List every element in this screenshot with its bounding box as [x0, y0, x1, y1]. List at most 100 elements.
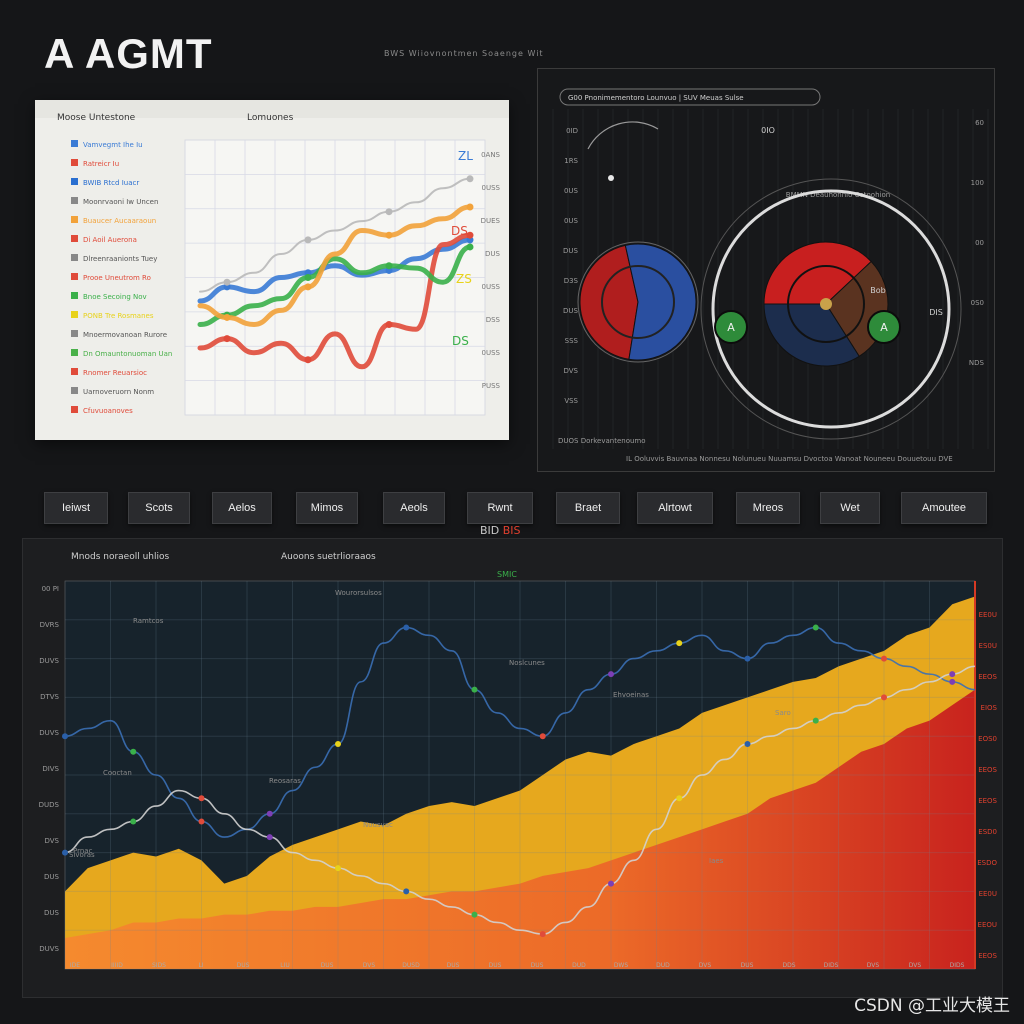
gauge-ring: [711, 189, 951, 429]
big-tick-left: DUS: [44, 909, 60, 917]
light-title-left: Moose Untestone: [57, 113, 136, 123]
big-line-point: [608, 671, 614, 678]
light-tick-right: PUSS: [482, 382, 501, 390]
big-chart: Mnods noraeoll uhlios Auoons suetrlioraao…: [39, 552, 998, 970]
light-series-point: [385, 262, 393, 270]
gauge-indicator: [867, 310, 901, 344]
tab-3[interactable]: Mimos: [296, 492, 358, 524]
light-series-line: [197, 237, 473, 304]
big-tick-x: SIDS: [152, 962, 166, 969]
gauge-tick-left: VSS: [564, 397, 578, 405]
big-line-point: [539, 733, 546, 740]
light-series-line: [197, 244, 473, 327]
big-line-point: [744, 740, 751, 747]
tab-4[interactable]: Aeols: [383, 492, 445, 524]
big-tick-x: IDE: [70, 962, 80, 969]
light-series-line: [199, 177, 471, 293]
legend-item: Mnoermovanoan Rurore: [83, 331, 167, 339]
big-top-marker: SMIC: [497, 570, 517, 579]
light-tick-right: DUES: [481, 217, 501, 225]
tab-7[interactable]: Alrtowt: [637, 492, 713, 524]
light-tick-right: 0USS: [482, 283, 501, 291]
legend-item: Bnoe Secoing Nov: [83, 293, 147, 301]
subtab-part-b: BIS: [502, 524, 521, 537]
light-tick-right: 0USS: [482, 349, 501, 357]
light-series-point: [304, 356, 312, 364]
legend-swatch: [71, 387, 78, 394]
light-series-line: [197, 232, 473, 370]
legend-swatch: [71, 273, 78, 280]
big-tick-x: DUS: [237, 962, 250, 969]
big-tick-right: EIOS: [981, 704, 998, 712]
legend-item: PONB Tre Rosmanes: [83, 312, 154, 320]
gauge-indicator: [714, 310, 748, 344]
gauge-indicator-label: A: [727, 321, 735, 334]
big-line-point: [335, 740, 341, 747]
big-annotation: Reosaras: [269, 777, 301, 785]
big-line-point: [949, 671, 956, 678]
gauge-chart: G00 Pnonimementoro Lounvuo | SUV Meuas S…: [552, 88, 989, 463]
legend-swatch: [71, 254, 78, 261]
big-line-series: [64, 626, 976, 838]
gauge-tick-left: 0US: [564, 187, 579, 195]
legend-swatch: [71, 159, 78, 166]
gauge-upper-arc: [587, 121, 659, 150]
light-series-point: [466, 231, 474, 239]
tab-2[interactable]: Aelos: [212, 492, 272, 524]
legend-item: Dn Omauntonuoman Uan: [83, 350, 172, 358]
big-tick-x: DUSD: [402, 962, 420, 969]
subtab-part-a: BID: [480, 524, 500, 537]
tab-6[interactable]: Braet: [556, 492, 620, 524]
legend-swatch: [71, 330, 78, 337]
big-line-point: [812, 624, 819, 631]
tab-8[interactable]: Mreos: [736, 492, 800, 524]
light-annotation: DS: [451, 224, 468, 238]
big-line-point: [62, 733, 68, 740]
big-tick-x: DUD: [572, 962, 586, 969]
gauge-tick-right: NDS: [969, 359, 985, 367]
big-line-point: [62, 849, 68, 856]
big-line-point: [881, 655, 887, 662]
big-tick-x: DDS: [782, 962, 795, 969]
tab-9[interactable]: Wet: [820, 492, 880, 524]
light-annotation: ZS: [456, 272, 472, 286]
tab-0[interactable]: Ieiwst: [44, 492, 108, 524]
legend-item: Ratreicr Iu: [83, 160, 119, 168]
gauge-tick-left: D3S: [564, 277, 579, 285]
tab-1[interactable]: Scots: [128, 492, 190, 524]
big-line-point: [335, 865, 341, 872]
gauge-tick-right: 60: [975, 119, 984, 127]
big-tick-x: DIDS: [824, 962, 839, 969]
gauge-badge: Bob: [870, 286, 885, 295]
gauge-right-inner: [787, 265, 865, 343]
light-title-right: Lomuones: [247, 113, 294, 123]
light-series-point: [466, 175, 474, 183]
big-annotation: Ramtcos: [133, 617, 164, 625]
big-annotation: Wourorsulsos: [335, 589, 382, 597]
tab-5[interactable]: Rwnt: [467, 492, 533, 524]
gauge-center-label: 0IO: [761, 126, 775, 135]
light-chart-panel: Moose Untestone Lomuones Vamvegmt Ihe Iu Ra…: [35, 100, 509, 440]
big-tick-right: EE0U: [979, 890, 997, 898]
light-series-point: [223, 278, 231, 286]
big-line-point: [949, 678, 956, 685]
big-tick-right: EEOS: [978, 952, 997, 960]
big-annotation: Ehvoeinas: [613, 691, 649, 699]
tab-10[interactable]: Amoutee: [901, 492, 987, 524]
big-area-series: [65, 689, 975, 969]
light-chart: Moose Untestone Lomuones Vamvegmt Ihe Iu Ra…: [35, 100, 509, 416]
gauge-indicator-label: A: [880, 321, 888, 334]
light-series-point: [466, 243, 474, 251]
legend-swatch: [71, 178, 78, 185]
light-series-point: [223, 313, 231, 321]
light-series-point: [223, 335, 231, 343]
legend-item: BWIB Rtcd Iuacr: [83, 179, 139, 187]
light-series-point: [304, 274, 312, 281]
legend-swatch: [71, 368, 78, 375]
legend-swatch: [71, 235, 78, 242]
gauge-right-hub: [820, 298, 832, 310]
gauge-left-slice: [579, 244, 639, 360]
big-annotation: Cooctan: [103, 769, 132, 777]
big-tick-x: DUS: [489, 962, 502, 969]
gauge-panel: G00 Pnonimementoro Lounvuo | SUV Meuas S…: [537, 68, 995, 472]
